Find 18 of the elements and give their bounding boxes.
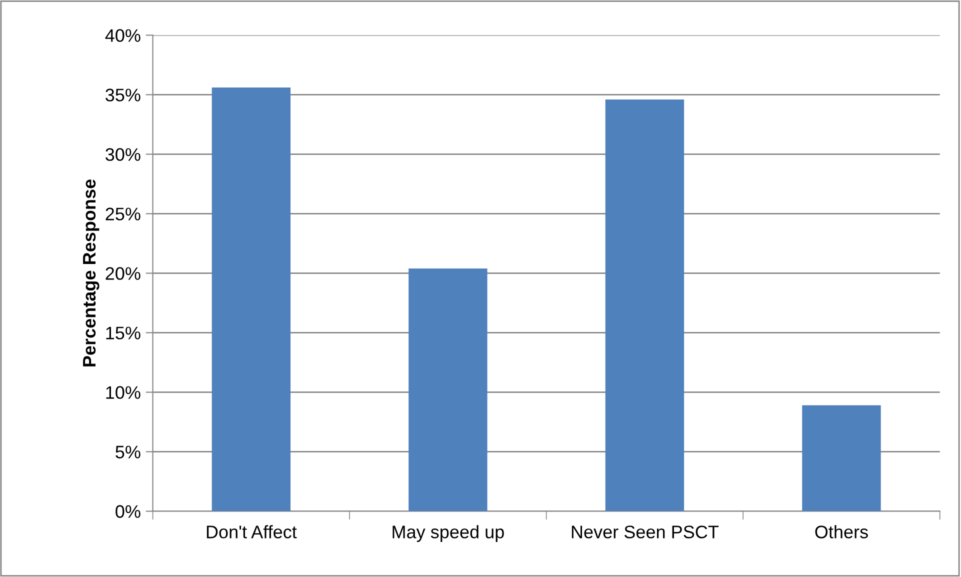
y-tick-label: 25% xyxy=(106,208,140,220)
y-tick-label: 30% xyxy=(106,148,140,161)
bar xyxy=(408,268,488,512)
x-tick-label: Never Seen PSCT xyxy=(572,526,719,538)
y-tick-label: 0% xyxy=(116,505,140,518)
x-tick-label: Don't Affect xyxy=(206,525,297,538)
y-tick-label: 40% xyxy=(105,29,140,42)
x-tick-label: May speed up xyxy=(392,525,504,542)
y-tick-label: 20% xyxy=(106,267,140,280)
x-tick-label: Others xyxy=(815,525,868,538)
y-tick-label: 10% xyxy=(106,386,140,399)
y-tick-label: 15% xyxy=(106,326,140,340)
bar xyxy=(605,99,684,512)
bar xyxy=(802,405,881,512)
y-axis-title: Percentage Response xyxy=(83,179,100,366)
y-tick-label: 5% xyxy=(116,446,140,458)
y-tick-label: 35% xyxy=(106,88,140,102)
bar xyxy=(212,88,291,512)
